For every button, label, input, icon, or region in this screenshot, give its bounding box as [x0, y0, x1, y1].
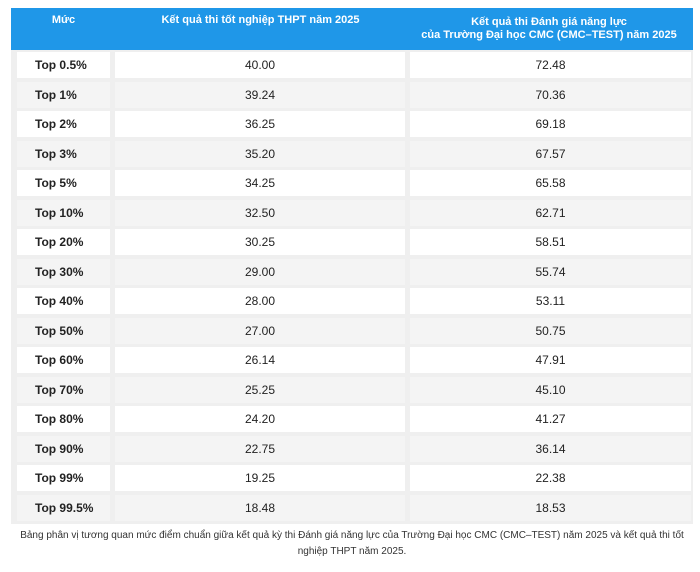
- table-row: Top 0.5% 40.00 72.48: [11, 50, 693, 80]
- table-row: Top 20% 30.25 58.51: [11, 227, 693, 257]
- table-row: Top 40% 28.00 53.11: [11, 286, 693, 316]
- header-level-label: Mức: [51, 14, 76, 26]
- thpt-score-cell: 18.48: [115, 494, 405, 521]
- table-row: Top 70% 25.25 45.10: [11, 375, 693, 405]
- level-cell: Top 2%: [17, 111, 110, 137]
- cmc-score-cell: 69.18: [410, 111, 691, 137]
- table-row: Top 90% 22.75 36.14: [11, 434, 693, 464]
- header-level: Mức: [11, 8, 116, 50]
- thpt-score-cell: 39.24: [115, 81, 405, 108]
- table-row: Top 3% 35.20 67.57: [11, 139, 693, 169]
- cmc-score-cell: 62.71: [410, 199, 691, 226]
- level-cell: Top 70%: [17, 376, 110, 403]
- cmc-score-cell: 22.38: [410, 465, 691, 491]
- level-cell: Top 40%: [17, 288, 110, 314]
- header-cmc: Kết quả thi Đánh giá năng lực của Trường…: [405, 8, 693, 50]
- thpt-score-cell: 29.00: [115, 258, 405, 285]
- table-row: Top 2% 36.25 69.18: [11, 109, 693, 139]
- level-cell: Top 99.5%: [17, 494, 110, 521]
- table-row: Top 99.5% 18.48 18.53: [11, 493, 693, 523]
- table-row: Top 5% 34.25 65.58: [11, 168, 693, 198]
- level-cell: Top 5%: [17, 170, 110, 196]
- level-cell: Top 20%: [17, 229, 110, 255]
- cmc-score-cell: 72.48: [410, 52, 691, 78]
- header-thpt-label: Kết quả thi tốt nghiệp THPT năm 2025: [161, 14, 360, 26]
- table-row: Top 50% 27.00 50.75: [11, 316, 693, 346]
- header-cmc-label-line2: của Trường Đại học CMC (CMC–TEST) năm 20…: [421, 29, 677, 41]
- table-body: Top 0.5% 40.00 72.48 Top 1% 39.24 70.36 Top 2%…: [11, 50, 693, 522]
- cmc-score-cell: 70.36: [410, 81, 691, 108]
- cmc-score-cell: 36.14: [410, 435, 691, 462]
- header-cmc-label-line1: Kết quả thi Đánh giá năng lực: [471, 16, 627, 28]
- thpt-score-cell: 19.25: [115, 465, 405, 491]
- cmc-score-cell: 58.51: [410, 229, 691, 255]
- cmc-score-cell: 45.10: [410, 376, 691, 403]
- table-row: Top 1% 39.24 70.36: [11, 80, 693, 110]
- level-cell: Top 0.5%: [17, 52, 110, 78]
- thpt-score-cell: 32.50: [115, 199, 405, 226]
- cmc-score-cell: 50.75: [410, 317, 691, 344]
- level-cell: Top 50%: [17, 317, 110, 344]
- cmc-score-cell: 65.58: [410, 170, 691, 196]
- level-cell: Top 80%: [17, 406, 110, 432]
- table-row: Top 99% 19.25 22.38: [11, 463, 693, 493]
- table-header: Mức Kết quả thi tốt nghiệp THPT năm 2025…: [11, 8, 693, 50]
- level-cell: Top 30%: [17, 258, 110, 285]
- thpt-score-cell: 34.25: [115, 170, 405, 196]
- table-row: Top 60% 26.14 47.91: [11, 345, 693, 375]
- thpt-score-cell: 26.14: [115, 347, 405, 373]
- level-cell: Top 90%: [17, 435, 110, 462]
- percentile-table: Mức Kết quả thi tốt nghiệp THPT năm 2025…: [11, 8, 693, 524]
- cmc-score-cell: 47.91: [410, 347, 691, 373]
- thpt-score-cell: 22.75: [115, 435, 405, 462]
- thpt-score-cell: 28.00: [115, 288, 405, 314]
- cmc-score-cell: 55.74: [410, 258, 691, 285]
- level-cell: Top 10%: [17, 199, 110, 226]
- thpt-score-cell: 40.00: [115, 52, 405, 78]
- table-caption: Bảng phân vị tương quan mức điểm chuẩn g…: [20, 530, 684, 557]
- level-cell: Top 60%: [17, 347, 110, 373]
- table-row: Top 80% 24.20 41.27: [11, 404, 693, 434]
- level-cell: Top 1%: [17, 81, 110, 108]
- table-row: Top 10% 32.50 62.71: [11, 198, 693, 228]
- header-thpt: Kết quả thi tốt nghiệp THPT năm 2025: [116, 8, 405, 50]
- cmc-score-cell: 41.27: [410, 406, 691, 432]
- thpt-score-cell: 36.25: [115, 111, 405, 137]
- cmc-score-cell: 53.11: [410, 288, 691, 314]
- cmc-score-cell: 18.53: [410, 494, 691, 521]
- level-cell: Top 3%: [17, 140, 110, 167]
- thpt-score-cell: 27.00: [115, 317, 405, 344]
- thpt-score-cell: 24.20: [115, 406, 405, 432]
- thpt-score-cell: 35.20: [115, 140, 405, 167]
- thpt-score-cell: 30.25: [115, 229, 405, 255]
- table-row: Top 30% 29.00 55.74: [11, 257, 693, 287]
- cmc-score-cell: 67.57: [410, 140, 691, 167]
- thpt-score-cell: 25.25: [115, 376, 405, 403]
- level-cell: Top 99%: [17, 465, 110, 491]
